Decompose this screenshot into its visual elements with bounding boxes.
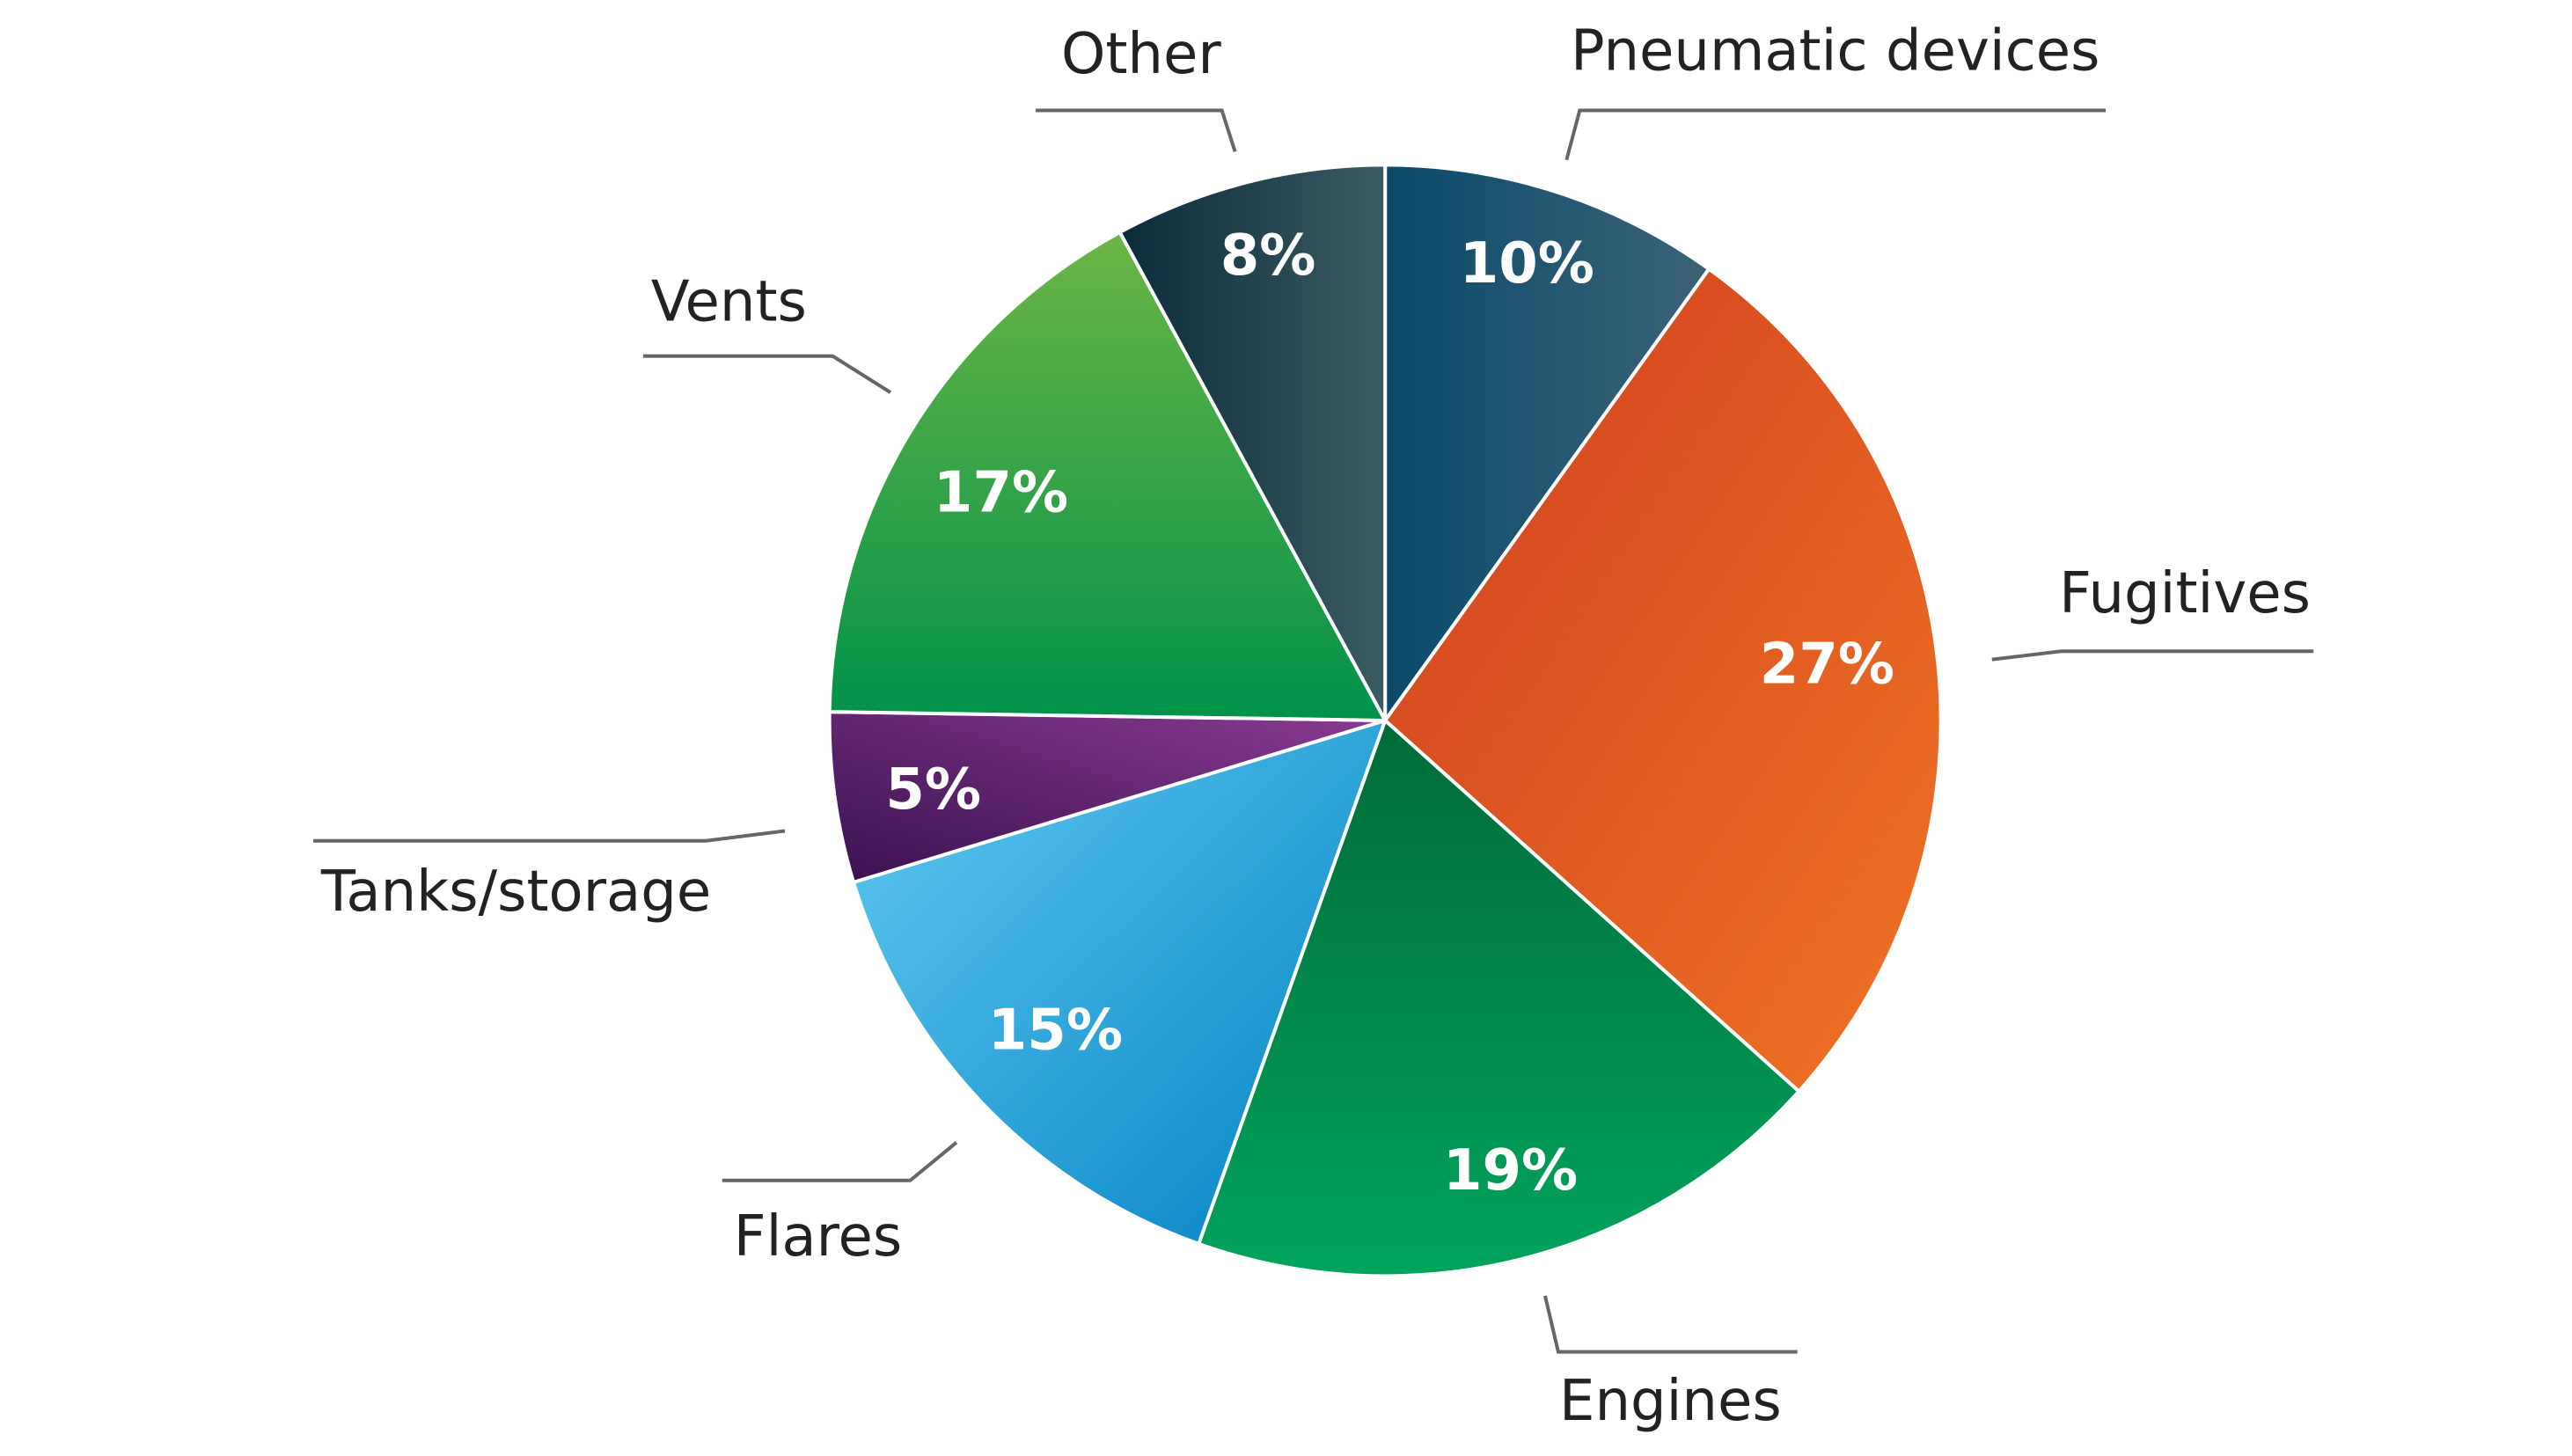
pie-slice: [827, 230, 1389, 722]
leader-line: [1542, 1295, 1798, 1354]
category-label: Fugitives: [2059, 561, 2311, 626]
leader-line: [1991, 649, 2314, 662]
category-label: Vents: [651, 269, 807, 334]
value-label: 19%: [1443, 1138, 1578, 1204]
category-label: Engines: [1559, 1369, 1782, 1434]
leader-line: [1035, 108, 1237, 153]
pie-slice: [1117, 163, 1388, 721]
leader-line: [1564, 108, 2107, 161]
value-label: 5%: [885, 757, 981, 823]
category-label: Tanks/storage: [320, 860, 711, 925]
pie-slice: [1196, 717, 1802, 1278]
value-label: 10%: [1460, 231, 1594, 296]
value-label: 15%: [988, 999, 1123, 1064]
value-label: 17%: [934, 461, 1068, 526]
pie-slice: [1383, 163, 1711, 727]
leader-line: [642, 354, 892, 394]
leader-line: [722, 1141, 958, 1182]
category-label: Other: [1061, 22, 1221, 87]
pie-slice: [827, 710, 1386, 885]
category-label: Pneumatic devices: [1571, 18, 2100, 84]
pie-slice: [851, 717, 1389, 1247]
value-label: 27%: [1760, 633, 1894, 698]
category-label: Flares: [734, 1204, 902, 1269]
pie-slice: [1382, 266, 1943, 1094]
value-label: 8%: [1220, 223, 1316, 289]
leader-line: [313, 829, 786, 843]
